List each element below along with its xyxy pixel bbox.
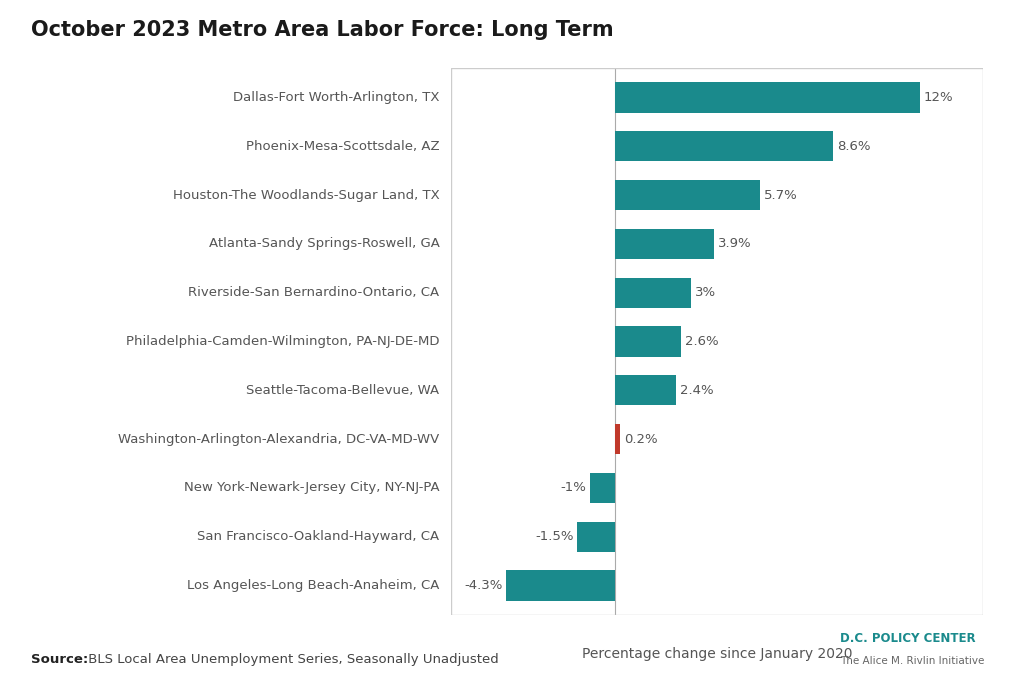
Text: 3%: 3%: [695, 286, 717, 299]
Text: Washington-Arlington-Alexandria, DC-VA-MD-WV: Washington-Arlington-Alexandria, DC-VA-M…: [118, 432, 439, 445]
Bar: [615, 180, 760, 210]
Text: 12%: 12%: [924, 91, 953, 104]
Bar: [615, 326, 681, 357]
Text: Percentage change since January 2020: Percentage change since January 2020: [582, 647, 852, 661]
Bar: [590, 473, 615, 503]
Text: Atlanta-Sandy Springs-Roswell, GA: Atlanta-Sandy Springs-Roswell, GA: [209, 238, 439, 251]
Bar: [615, 131, 834, 161]
Bar: [451, 68, 983, 615]
Text: Philadelphia-Camden-Wilmington, PA-NJ-DE-MD: Philadelphia-Camden-Wilmington, PA-NJ-DE…: [126, 335, 439, 348]
Text: 2.4%: 2.4%: [680, 384, 714, 397]
Text: Riverside-San Bernardino-Ontario, CA: Riverside-San Bernardino-Ontario, CA: [188, 286, 439, 299]
Text: San Francisco-Oakland-Hayward, CA: San Francisco-Oakland-Hayward, CA: [198, 530, 439, 543]
Text: D.C. POLICY CENTER: D.C. POLICY CENTER: [840, 632, 975, 645]
Text: 0.2%: 0.2%: [625, 432, 657, 445]
Bar: [578, 522, 615, 552]
Text: Houston-The Woodlands-Sugar Land, TX: Houston-The Woodlands-Sugar Land, TX: [173, 189, 439, 201]
Bar: [615, 375, 676, 406]
Text: -4.3%: -4.3%: [464, 579, 503, 592]
Bar: [615, 277, 691, 308]
Text: October 2023 Metro Area Labor Force: Long Term: October 2023 Metro Area Labor Force: Lon…: [31, 20, 613, 40]
Text: Dallas-Fort Worth-Arlington, TX: Dallas-Fort Worth-Arlington, TX: [232, 91, 439, 104]
Bar: [506, 570, 615, 600]
Text: 3.9%: 3.9%: [718, 238, 752, 251]
Bar: [615, 424, 621, 454]
Text: -1.5%: -1.5%: [535, 530, 573, 543]
Text: -1%: -1%: [560, 482, 586, 494]
Bar: [615, 83, 920, 113]
Text: The Alice M. Rivlin Initiative: The Alice M. Rivlin Initiative: [840, 656, 984, 666]
Text: Los Angeles-Long Beach-Anaheim, CA: Los Angeles-Long Beach-Anaheim, CA: [187, 579, 439, 592]
Bar: [615, 229, 715, 259]
Text: BLS Local Area Unemployment Series, Seasonally Unadjusted: BLS Local Area Unemployment Series, Seas…: [84, 653, 499, 666]
Text: Seattle-Tacoma-Bellevue, WA: Seattle-Tacoma-Bellevue, WA: [247, 384, 439, 397]
Text: 2.6%: 2.6%: [685, 335, 719, 348]
Text: Source:: Source:: [31, 653, 88, 666]
Text: Phoenix-Mesa-Scottsdale, AZ: Phoenix-Mesa-Scottsdale, AZ: [246, 140, 439, 153]
Text: 5.7%: 5.7%: [764, 189, 798, 201]
Text: New York-Newark-Jersey City, NY-NJ-PA: New York-Newark-Jersey City, NY-NJ-PA: [184, 482, 439, 494]
Text: 8.6%: 8.6%: [838, 140, 870, 153]
